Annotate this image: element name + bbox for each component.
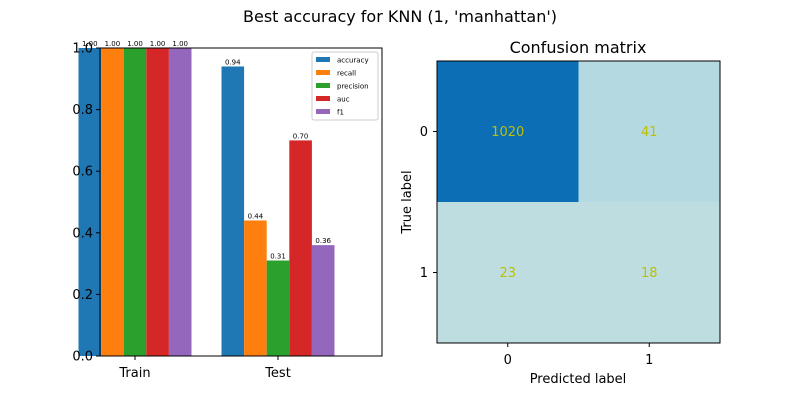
figure-title: Best accuracy for KNN (1, 'manhattan') [243, 7, 557, 26]
bar-label-auc-test: 0.70 [293, 132, 309, 140]
bar-label-precision-train: 1.00 [127, 40, 143, 48]
cm-value-1-1: 18 [641, 266, 658, 281]
bar-value-labels: 1.00 0.94 1.00 0.44 1.00 0.31 1.00 0.70 1.00 0.36 [82, 40, 332, 261]
cm-axes-frame [436, 60, 721, 344]
legend-swatch-f1 [316, 109, 330, 114]
bar-label-auc-train: 1.00 [150, 40, 166, 48]
bar-recall-test [244, 220, 267, 356]
bar-label-accuracy-test: 0.94 [225, 58, 241, 66]
cm-title: Confusion matrix [510, 38, 647, 57]
bar-accuracy-train [78, 48, 102, 356]
bar-f1-test [311, 245, 335, 356]
bar-precision-test [266, 260, 290, 356]
bar-x-axis: Train Test [118, 356, 291, 381]
cm-value-0-0: 1020 [491, 125, 524, 140]
y-tick-label: 1.0 [72, 42, 93, 57]
cm-cell-1-0 [437, 202, 579, 343]
legend-label-f1: f1 [337, 109, 344, 117]
cm-y-tick-label: 0 [420, 125, 428, 140]
legend-swatch-precision [316, 83, 330, 88]
bar-precision-train [123, 48, 147, 356]
bar-series-group [78, 48, 335, 356]
cm-cell-values: 1020 41 23 18 [491, 125, 657, 281]
legend-label-recall: recall [337, 70, 356, 78]
cm-y-axis-label: True label [400, 170, 415, 234]
cm-cell-1-1 [578, 202, 720, 343]
legend-label-auc: auc [337, 96, 350, 104]
bar-label-accuracy-train: 1.00 [82, 40, 98, 48]
cm-x-tick-label: 0 [504, 353, 512, 368]
cm-cell-0-1 [578, 61, 720, 202]
bar-label-precision-test: 0.31 [270, 253, 286, 261]
bar-legend: accuracy recall precision auc f1 [311, 51, 379, 121]
x-tick-label-test: Test [264, 366, 291, 381]
bar-recall-train [101, 48, 124, 356]
x-tick-label-train: Train [118, 366, 150, 381]
bar-auc-train [146, 48, 169, 356]
bar-auc-test [289, 140, 312, 356]
bar-label-recall-test: 0.44 [248, 212, 264, 220]
legend-swatch-recall [316, 70, 330, 75]
y-tick-label: 0.4 [72, 226, 93, 241]
bar-f1-train [168, 48, 192, 356]
bar-y-axis: 0.0 0.2 0.4 0.6 0.8 1.0 [72, 42, 100, 365]
bar-label-f1-test: 0.36 [315, 237, 331, 245]
legend-swatch-accuracy [316, 57, 330, 62]
bar-chart: 1.00 0.94 1.00 0.44 1.00 0.31 1.00 0.70 1.00 0.36… [72, 40, 383, 381]
cm-cells [437, 61, 720, 343]
cm-y-tick-label: 1 [420, 266, 428, 281]
y-tick-label: 0.0 [72, 350, 93, 365]
bar-label-f1-train: 1.00 [172, 40, 188, 48]
legend-swatch-auc [316, 96, 330, 101]
bar-accuracy-test [221, 66, 245, 356]
y-tick-label: 0.6 [72, 165, 93, 180]
cm-value-0-1: 41 [641, 125, 658, 140]
cm-x-tick-label: 1 [645, 353, 653, 368]
y-tick-label: 0.2 [72, 288, 93, 303]
legend-frame [311, 51, 379, 121]
cm-cell-0-0 [437, 61, 579, 202]
cm-value-1-0: 23 [499, 266, 516, 281]
bar-axes-frame [99, 47, 383, 357]
cm-y-axis: 01 [420, 125, 437, 281]
y-tick-label: 0.8 [72, 103, 93, 118]
cm-x-axis-label: Predicted label [530, 372, 627, 387]
bar-label-recall-train: 1.00 [105, 40, 121, 48]
legend-label-precision: precision [337, 83, 369, 91]
legend-label-accuracy: accuracy [337, 57, 369, 65]
